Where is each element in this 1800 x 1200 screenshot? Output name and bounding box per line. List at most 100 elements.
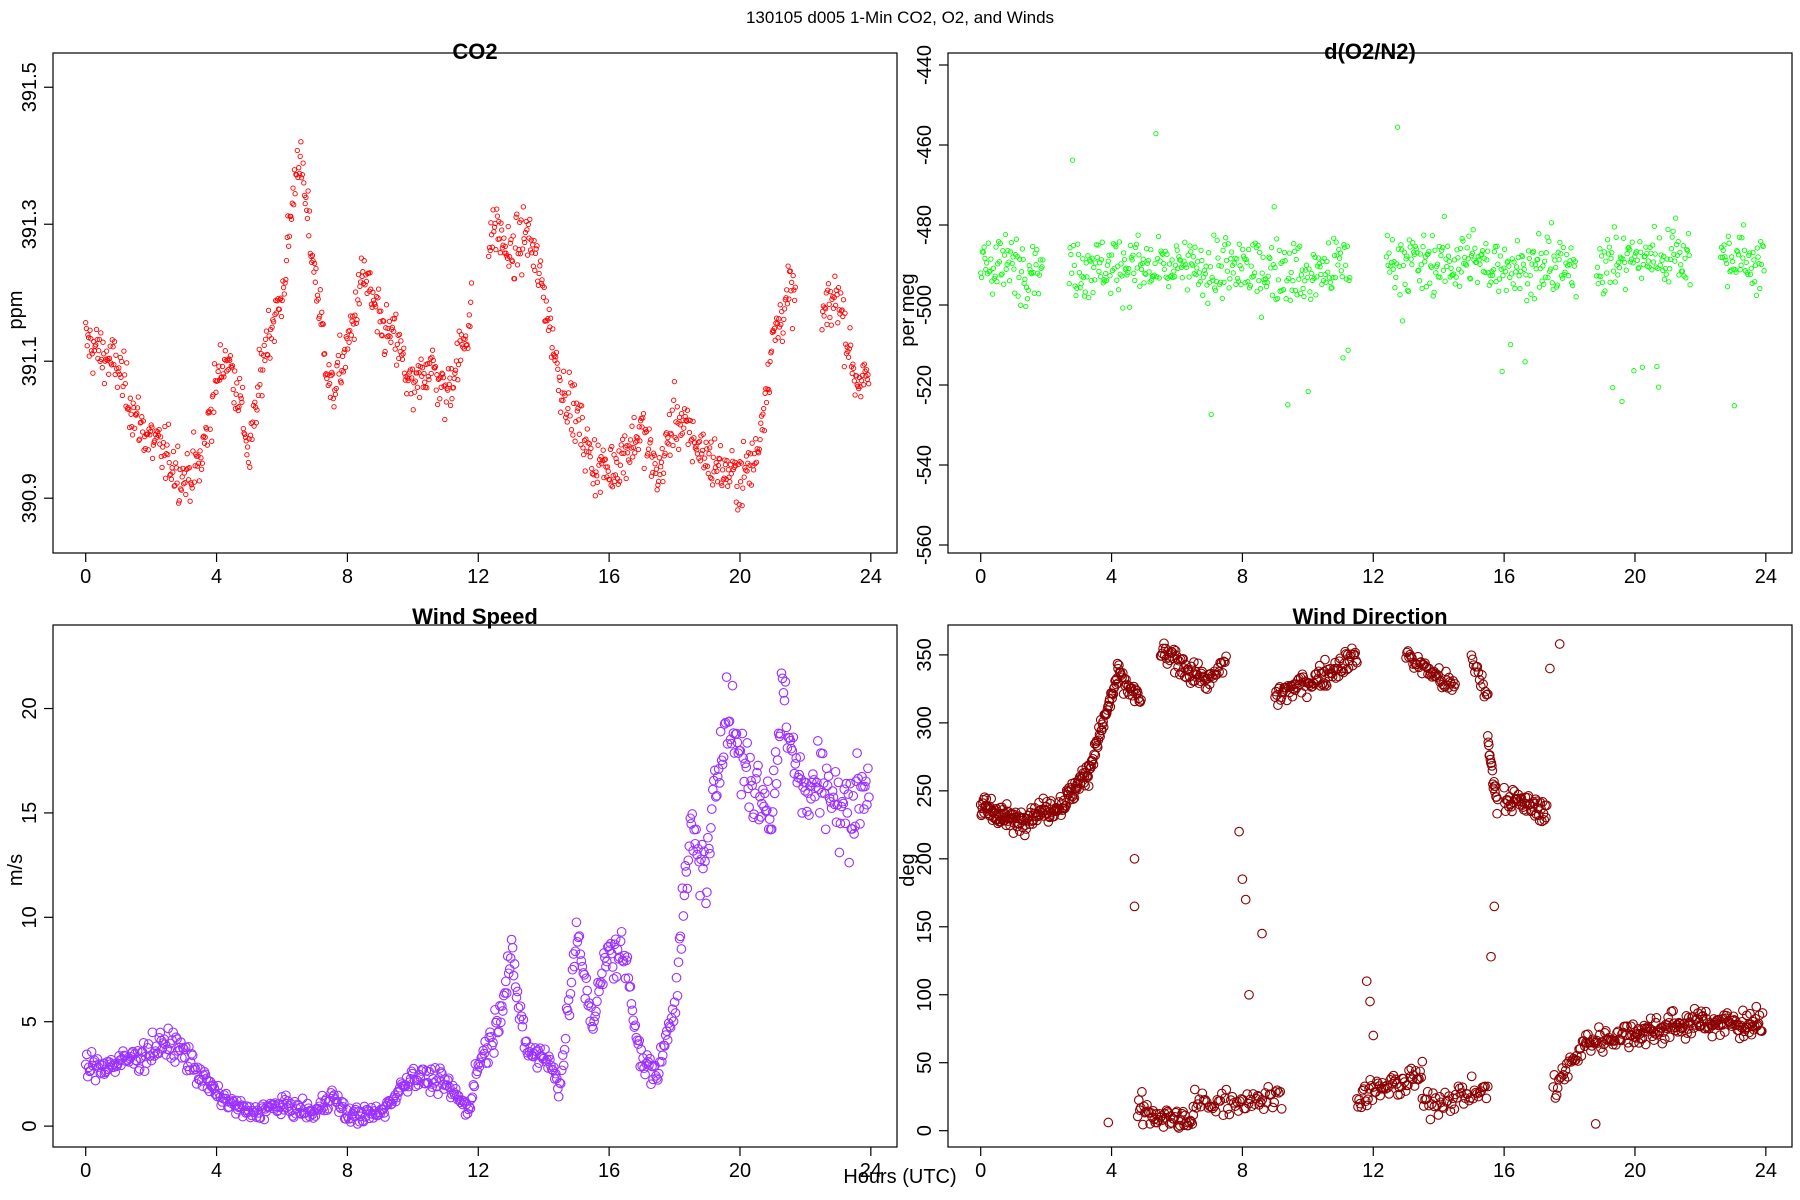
data-point <box>642 426 649 433</box>
data-point <box>1521 266 1527 272</box>
data-point <box>1321 255 1327 262</box>
data-point <box>1117 668 1128 678</box>
data-point <box>1265 273 1271 279</box>
data-point <box>234 405 241 411</box>
data-point <box>1554 639 1565 649</box>
data-point <box>1448 676 1458 686</box>
data-point <box>860 781 870 792</box>
data-point <box>703 832 713 843</box>
data-point <box>360 269 366 275</box>
data-point <box>506 934 517 945</box>
data-point <box>1594 264 1601 270</box>
data-point <box>203 426 210 432</box>
data-point <box>315 296 321 302</box>
data-point <box>227 1094 237 1104</box>
data-point <box>1738 262 1744 268</box>
y-tick-label: 150 <box>914 910 936 943</box>
data-point <box>500 976 511 987</box>
data-point <box>1275 1086 1286 1097</box>
x-tick-label: 8 <box>342 566 353 588</box>
data-point <box>838 290 844 296</box>
data-point <box>1639 364 1646 370</box>
data-point <box>426 376 432 383</box>
data-point <box>1484 248 1491 254</box>
data-point <box>987 268 993 274</box>
data-point <box>1455 255 1461 261</box>
data-point <box>1172 262 1179 268</box>
data-point <box>1740 255 1746 261</box>
data-point <box>1751 257 1757 263</box>
data-point <box>1669 1018 1680 1029</box>
data-point <box>624 442 630 449</box>
data-point <box>1209 274 1215 281</box>
data-point <box>1746 250 1753 256</box>
data-point <box>1084 274 1090 280</box>
data-point <box>296 170 303 177</box>
data-point <box>705 470 711 477</box>
data-point <box>1479 248 1486 254</box>
data-point <box>1723 260 1730 267</box>
data-point <box>1560 1065 1571 1076</box>
data-point <box>771 325 778 331</box>
data-point <box>1640 1039 1651 1050</box>
data-point <box>1194 265 1200 271</box>
data-point <box>1342 244 1348 250</box>
data-point <box>1526 255 1532 262</box>
data-point <box>760 411 766 417</box>
data-point <box>1503 287 1509 294</box>
data-point <box>228 1095 238 1106</box>
data-point <box>1745 271 1751 278</box>
data-point <box>775 729 786 739</box>
data-point <box>1405 288 1412 295</box>
data-point <box>189 1062 200 1073</box>
data-point <box>132 425 138 431</box>
data-point <box>706 804 717 814</box>
data-point <box>468 280 475 286</box>
data-point <box>1602 288 1608 294</box>
data-point <box>1244 259 1250 265</box>
data-point <box>83 319 89 326</box>
data-point <box>400 351 406 357</box>
data-point <box>1432 247 1438 253</box>
data-point <box>1026 262 1032 269</box>
data-point <box>716 755 727 766</box>
data-point <box>1157 258 1163 264</box>
data-point <box>1627 247 1633 253</box>
data-point <box>746 776 756 786</box>
data-point <box>1211 669 1222 680</box>
data-point <box>90 1075 101 1086</box>
data-point <box>114 384 121 390</box>
data-point <box>1636 264 1642 271</box>
x-tick-label: 4 <box>211 1160 222 1182</box>
data-point <box>1074 784 1085 794</box>
data-point <box>242 431 248 437</box>
data-point <box>196 478 203 484</box>
data-point <box>1223 235 1229 241</box>
data-point <box>1482 689 1493 700</box>
data-point <box>1372 1076 1382 1087</box>
data-point <box>268 335 275 342</box>
data-point <box>700 431 706 437</box>
data-point <box>832 273 838 279</box>
data-point <box>430 357 436 364</box>
data-point <box>392 346 398 352</box>
data-point <box>501 988 512 998</box>
plot-frame <box>947 52 1793 554</box>
data-point <box>352 289 359 295</box>
data-point <box>557 377 563 384</box>
data-point <box>1075 251 1082 258</box>
data-point <box>1319 680 1330 691</box>
data-point <box>736 501 742 508</box>
data-point <box>1672 258 1678 264</box>
data-point <box>588 445 594 452</box>
data-point <box>780 676 791 687</box>
data-point <box>1088 759 1099 770</box>
data-point <box>335 352 341 359</box>
data-point <box>528 237 534 243</box>
data-point <box>489 1048 499 1058</box>
x-tick-label: 8 <box>342 1160 353 1182</box>
data-point <box>292 191 298 197</box>
data-point <box>160 444 166 450</box>
data-point <box>1022 276 1028 282</box>
data-point <box>1338 268 1344 274</box>
